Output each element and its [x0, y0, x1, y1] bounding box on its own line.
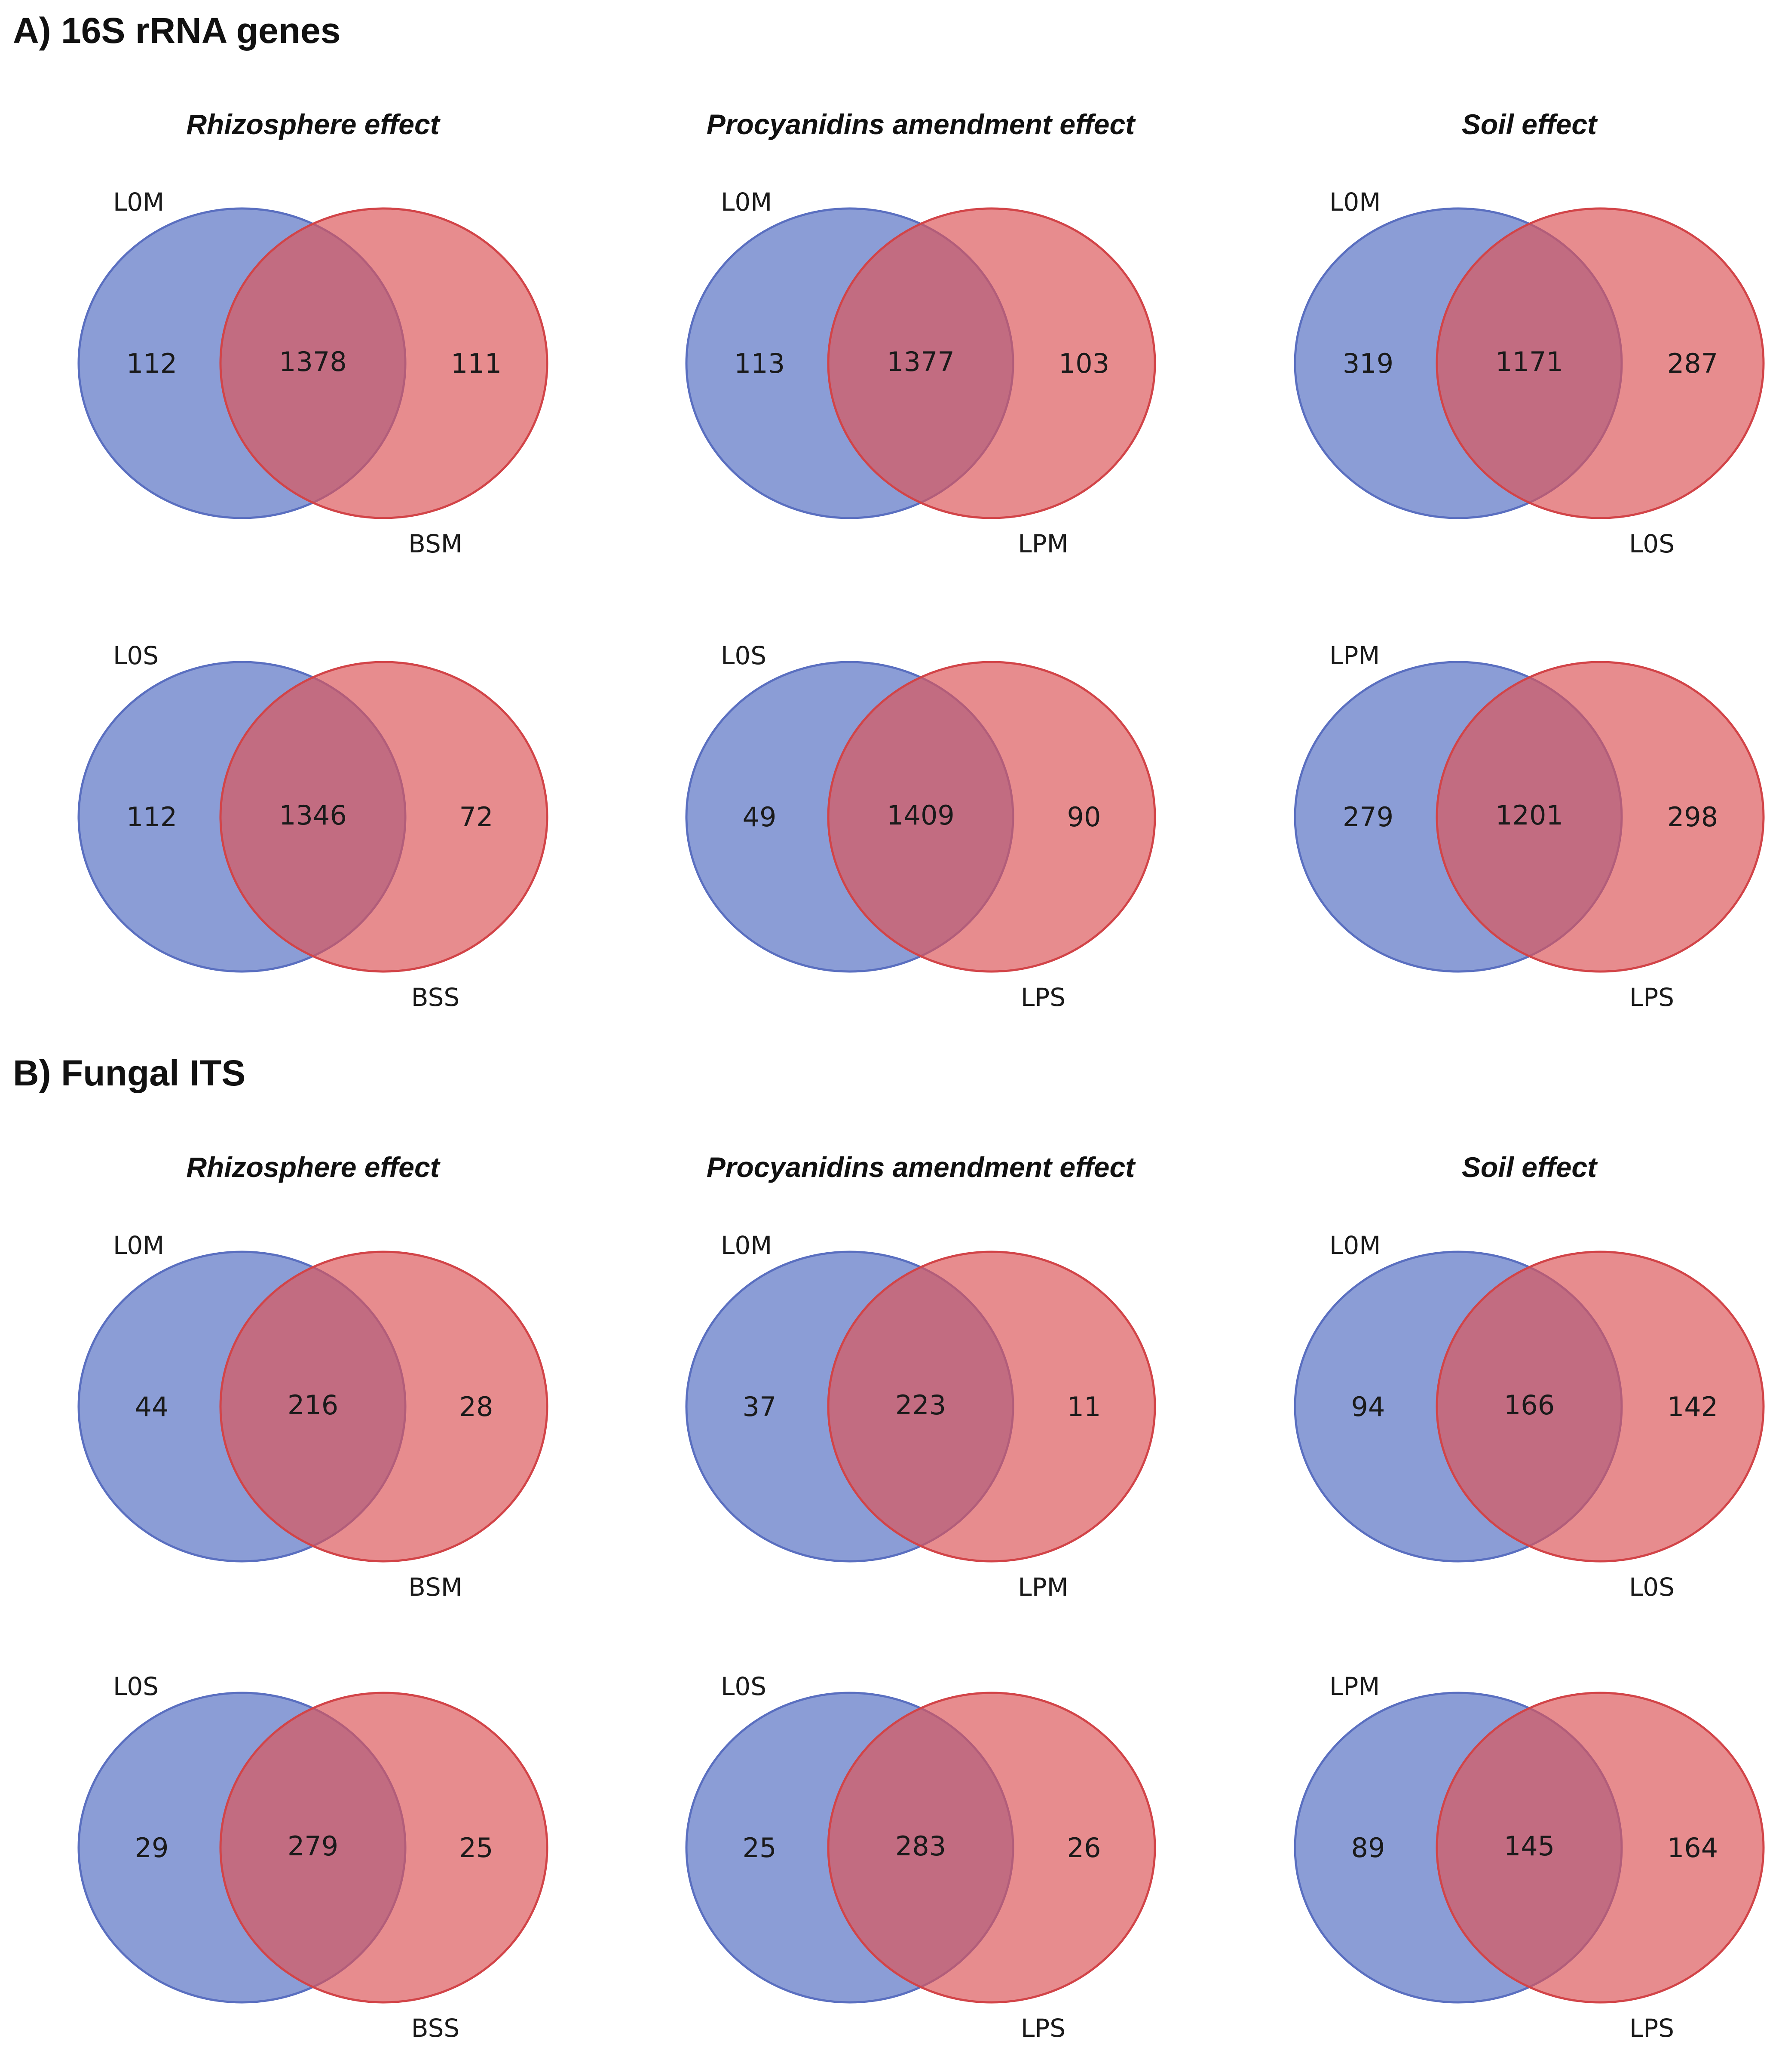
venn-diagram: L0S BSS 112 1346 72 [77, 641, 548, 1012]
venn-left-only-count: 112 [126, 801, 177, 833]
venn-left-only-count: 37 [743, 1391, 777, 1422]
section-title: B) Fungal ITS [13, 1053, 245, 1093]
venn-left-only-count: 89 [1351, 1832, 1385, 1864]
venn-left-only-count: 94 [1351, 1391, 1385, 1422]
venn-right-set-circle [1436, 1251, 1765, 1563]
venn-right-only-count: 72 [459, 801, 493, 833]
venn-right-only-count: 26 [1067, 1832, 1101, 1864]
venn-left-set-label: L0M [113, 187, 164, 217]
venn-diagram: L0M L0S 94 166 142 [1294, 1231, 1765, 1602]
venn-right-set-label: LPS [1629, 2014, 1674, 2043]
venn-right-only-count: 11 [1067, 1391, 1101, 1422]
venn-right-set-label: L0S [1629, 529, 1675, 558]
venn-right-set-circle [219, 661, 548, 973]
venn-shared-count: 1346 [279, 800, 347, 831]
venn-left-set-label: L0M [721, 1231, 772, 1260]
venn-shared-count: 1171 [1495, 346, 1563, 377]
venn-diagram: L0M LPM 37 223 11 [685, 1231, 1156, 1602]
venn-left-only-count: 112 [126, 348, 177, 379]
venn-left-only-count: 25 [743, 1832, 777, 1864]
venn-left-set-label: LPM [1329, 641, 1380, 670]
venn-left-set-label: L0S [113, 641, 159, 670]
venn-right-set-circle [827, 207, 1156, 519]
venn-right-set-circle [827, 1692, 1156, 2004]
venn-right-only-count: 298 [1667, 801, 1718, 833]
venn-shared-count: 1378 [279, 346, 347, 377]
panel-title: Soil effect [1462, 1151, 1598, 1183]
venn-right-set-label: BSM [408, 529, 462, 558]
venn-left-set-label: L0M [1329, 1231, 1381, 1260]
venn-shared-count: 279 [288, 1830, 338, 1862]
venn-right-only-count: 287 [1667, 348, 1718, 379]
venn-right-set-label: LPM [1018, 529, 1068, 558]
panel-title: Procyanidins amendment effect [707, 1151, 1136, 1183]
venn-left-set-label: L0M [721, 187, 772, 217]
venn-diagram: L0S LPS 25 283 26 [685, 1672, 1156, 2043]
venn-right-only-count: 25 [459, 1832, 493, 1864]
venn-diagram: L0S LPS 49 1409 90 [685, 641, 1156, 1012]
venn-left-set-label: LPM [1329, 1672, 1380, 1701]
panel-title: Soil effect [1462, 108, 1598, 140]
venn-right-set-circle [1436, 207, 1765, 519]
venn-diagram: LPM LPS 89 145 164 [1294, 1672, 1765, 2043]
section-title: A) 16S rRNA genes [13, 10, 340, 51]
venn-right-only-count: 103 [1059, 348, 1109, 379]
venn-diagram: L0M BSM 112 1378 111 [77, 187, 548, 558]
venn-shared-count: 283 [895, 1830, 946, 1862]
panel-title: Rhizosphere effect [186, 1151, 441, 1183]
venn-diagram: L0M LPM 113 1377 103 [685, 187, 1156, 558]
venn-left-only-count: 279 [1343, 801, 1393, 833]
venn-left-set-label: L0S [721, 641, 766, 670]
venn-right-only-count: 111 [451, 348, 502, 379]
venn-right-set-label: BSS [411, 2014, 459, 2043]
venn-left-only-count: 113 [734, 348, 785, 379]
venn-shared-count: 1377 [887, 346, 955, 377]
venn-left-set-label: L0M [1329, 187, 1381, 217]
venn-left-only-count: 29 [135, 1832, 169, 1864]
venn-right-set-circle [219, 1251, 548, 1563]
venn-right-set-circle [1436, 1692, 1765, 2004]
venn-right-set-label: LPS [1021, 2014, 1066, 2043]
venn-left-only-count: 319 [1343, 348, 1393, 379]
venn-right-set-circle [827, 661, 1156, 973]
venn-shared-count: 145 [1504, 1830, 1555, 1862]
venn-right-only-count: 142 [1667, 1391, 1718, 1422]
venn-right-set-label: BSS [411, 983, 459, 1012]
venn-right-set-label: BSM [408, 1572, 462, 1602]
venn-left-only-count: 49 [743, 801, 777, 833]
venn-right-set-circle [219, 1692, 548, 2004]
venn-left-set-label: L0M [113, 1231, 164, 1260]
venn-right-only-count: 28 [459, 1391, 493, 1422]
venn-right-set-label: LPS [1629, 983, 1674, 1012]
venn-right-only-count: 164 [1667, 1832, 1718, 1864]
venn-right-set-circle [1436, 661, 1765, 973]
venn-right-set-label: LPS [1021, 983, 1066, 1012]
venn-left-set-label: L0S [113, 1672, 159, 1701]
venn-diagram: LPM LPS 279 1201 298 [1294, 641, 1765, 1012]
venn-right-set-circle [827, 1251, 1156, 1563]
venn-shared-count: 223 [895, 1389, 946, 1421]
venn-right-set-label: L0S [1629, 1572, 1675, 1602]
venn-right-set-label: LPM [1018, 1572, 1068, 1602]
venn-diagram: L0M L0S 319 1171 287 [1294, 187, 1765, 558]
venn-shared-count: 1201 [1495, 800, 1563, 831]
venn-diagram: L0M BSM 44 216 28 [77, 1231, 548, 1602]
venn-right-only-count: 90 [1067, 801, 1101, 833]
venn-left-only-count: 44 [135, 1391, 169, 1422]
panel-title: Procyanidins amendment effect [707, 108, 1136, 140]
venn-right-set-circle [219, 207, 548, 519]
venn-shared-count: 1409 [887, 800, 955, 831]
venn-left-set-label: L0S [721, 1672, 766, 1701]
venn-shared-count: 216 [288, 1389, 338, 1421]
venn-diagram: L0S BSS 29 279 25 [77, 1672, 548, 2043]
venn-shared-count: 166 [1504, 1389, 1555, 1421]
panel-title: Rhizosphere effect [186, 108, 441, 140]
